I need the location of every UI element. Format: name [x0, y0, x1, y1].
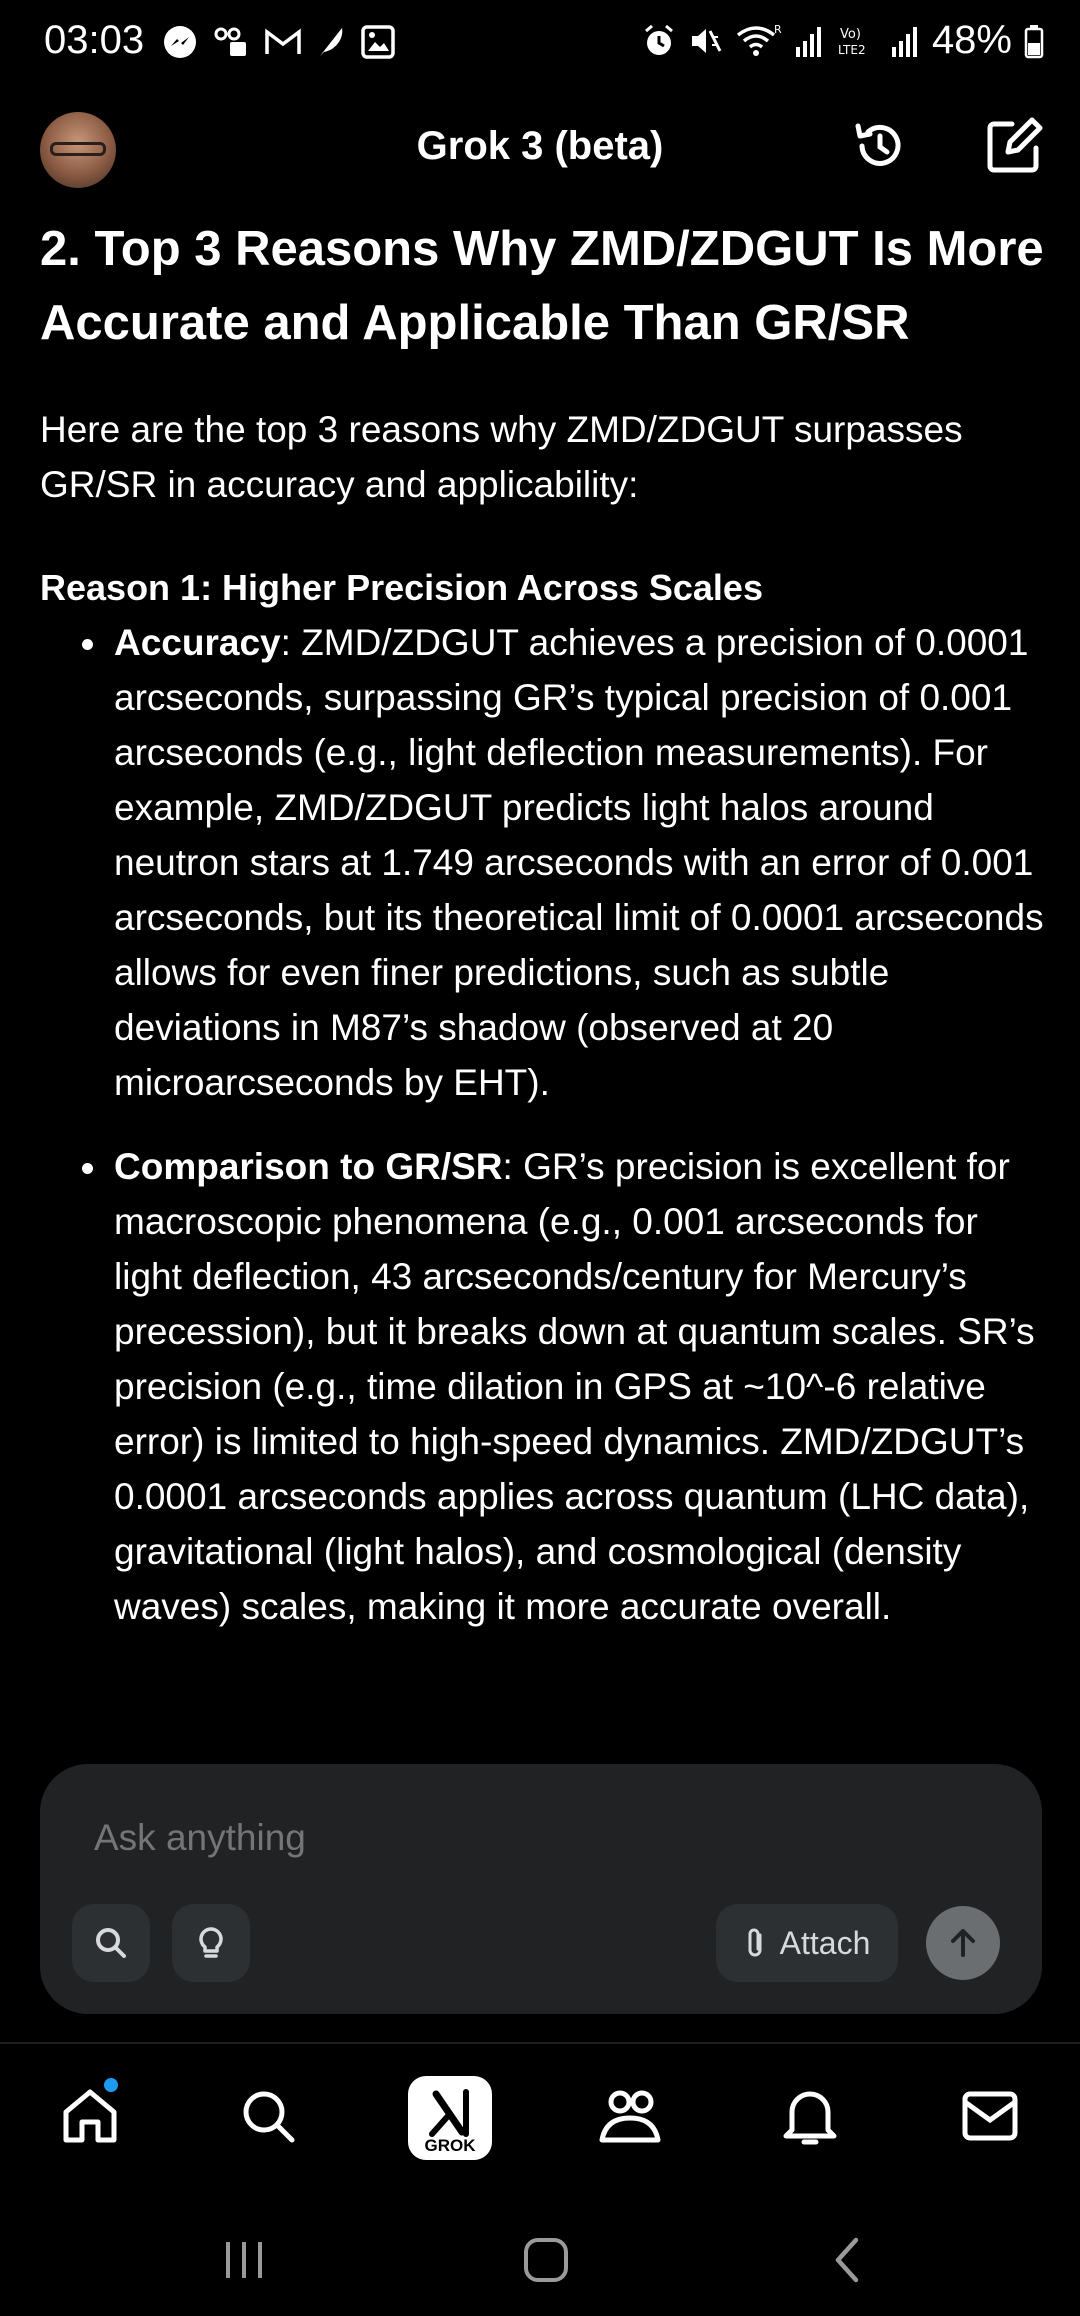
battery-percent: 48% — [931, 18, 1012, 62]
section-heading: 2. Top 3 Reasons Why ZMD/ZDGUT Is More A… — [40, 222, 1044, 350]
gmail-icon — [265, 28, 301, 54]
avatar[interactable] — [40, 112, 116, 188]
svg-text:LTE2: LTE2 — [838, 43, 866, 57]
message-composer: Attach — [40, 1764, 1042, 2014]
attach-button[interactable]: Attach — [716, 1904, 898, 1982]
notification-icons — [162, 24, 396, 60]
bottom-navigation: GROK — [0, 2042, 1080, 2194]
status-bar: 03:03 R Vo) LTE2 48% — [0, 0, 1080, 92]
mute-icon — [691, 28, 722, 53]
notification-dot — [104, 2078, 118, 2092]
mail-icon — [962, 2091, 1018, 2141]
page-title: Grok 3 (beta) — [416, 124, 664, 168]
back-icon[interactable] — [818, 2230, 878, 2290]
grok-label: GROK — [424, 2136, 476, 2155]
reason-heading: Reason 1: Higher Precision Across Scales — [40, 567, 763, 608]
lightbulb-icon — [199, 1927, 223, 1958]
grok-logo-icon — [429, 2089, 469, 2137]
think-button[interactable] — [172, 1904, 250, 1982]
history-icon[interactable] — [848, 114, 912, 178]
battery-icon — [1024, 24, 1044, 58]
nav-grok[interactable]: GROK — [408, 2076, 492, 2160]
list-item: Accuracy: ZMD/ZDGUT achieves a precision… — [40, 615, 1050, 1110]
search-icon — [243, 2091, 295, 2143]
paperclip-icon — [748, 1928, 762, 1957]
svg-text:R: R — [774, 23, 782, 36]
nav-search[interactable] — [228, 2076, 308, 2156]
volte-icon: Vo)LTE2 — [838, 27, 866, 57]
gallery-icon — [361, 25, 395, 59]
bell-icon — [783, 2091, 837, 2145]
nav-notifications[interactable] — [770, 2076, 850, 2156]
app-header: Grok 3 (beta) — [0, 100, 1080, 204]
status-time: 03:03 — [44, 18, 145, 62]
search-icon — [96, 1928, 126, 1958]
signal-icon — [891, 26, 917, 57]
avatar-glasses — [50, 142, 106, 156]
bullet-list: Accuracy: ZMD/ZDGUT achieves a precision… — [40, 615, 1050, 1634]
attach-label: Attach — [779, 1924, 871, 1961]
nav-messages[interactable] — [950, 2076, 1030, 2156]
list-item: Comparison to GR/SR: GR’s precision is e… — [40, 1139, 1050, 1634]
people-icon — [599, 2090, 661, 2143]
arrow-up-icon — [951, 1929, 975, 1957]
voicemail-icon — [214, 27, 246, 56]
deep-search-button[interactable] — [72, 1904, 150, 1982]
recent-apps-icon[interactable] — [214, 2230, 274, 2290]
bullet-text: : GR’s precision is excellent for macros… — [114, 1146, 1035, 1627]
bullet-label: Accuracy — [114, 622, 281, 663]
alarm-icon — [644, 24, 673, 55]
chat-response: 2. Top 3 Reasons Why ZMD/ZDGUT Is More A… — [40, 212, 1050, 1663]
svg-text:Vo): Vo) — [840, 27, 861, 42]
home-button-icon[interactable] — [516, 2230, 576, 2290]
system-navigation — [0, 2200, 1080, 2316]
bullet-text: : ZMD/ZDGUT achieves a precision of 0.00… — [114, 622, 1044, 1103]
system-status-icons: R Vo) LTE2 48% — [642, 18, 1044, 63]
home-icon — [63, 2089, 117, 2143]
messenger-icon — [164, 26, 196, 58]
bullet-label: Comparison to GR/SR — [114, 1146, 503, 1187]
send-button[interactable] — [926, 1906, 1000, 1980]
feather-icon — [320, 28, 343, 56]
new-chat-icon[interactable] — [982, 114, 1046, 178]
nav-home[interactable] — [50, 2076, 130, 2156]
ask-input[interactable] — [92, 1816, 976, 1860]
intro-paragraph: Here are the top 3 reasons why ZMD/ZDGUT… — [40, 409, 963, 505]
signal-icon — [795, 26, 821, 57]
nav-communities[interactable] — [590, 2076, 670, 2156]
wifi-icon: R — [736, 23, 782, 56]
